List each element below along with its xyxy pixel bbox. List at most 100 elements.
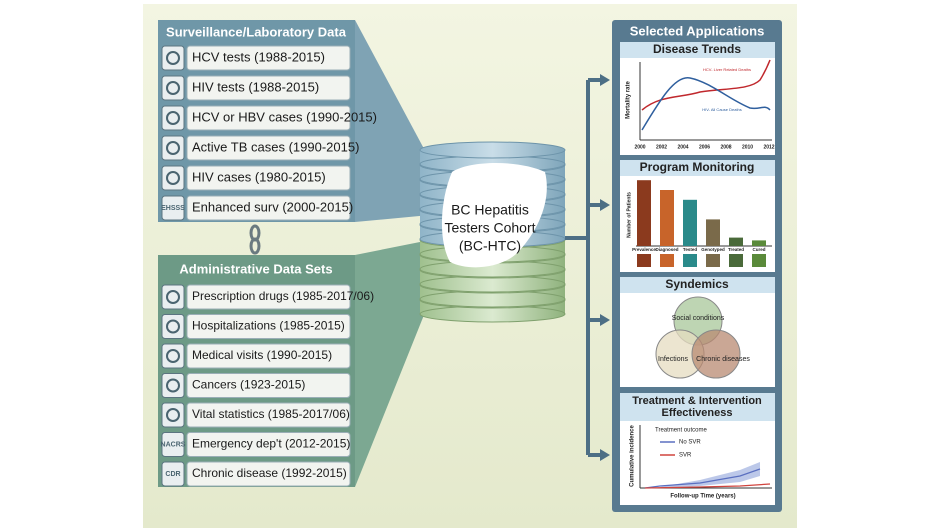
- legend-title: Treatment outcome: [655, 428, 707, 434]
- item-icon: [161, 373, 185, 398]
- liver-shape: [441, 163, 547, 268]
- item-icon: [161, 135, 185, 161]
- icon-glyph: [166, 319, 180, 334]
- panel-title: Effectiveness: [662, 407, 733, 419]
- app-panel: [620, 42, 775, 155]
- icon-glyph: [166, 81, 180, 95]
- year-label: 2008: [720, 144, 731, 150]
- item-text: Emergency dep't (2012-2015): [192, 437, 350, 451]
- item-icon: [161, 165, 185, 191]
- item-icon: [161, 45, 185, 71]
- panel-title: Program Monitoring: [640, 160, 755, 174]
- item-icon: [161, 314, 185, 339]
- category-label: Treated: [728, 247, 744, 252]
- bar: [637, 180, 651, 246]
- category-icon: [637, 254, 651, 267]
- category-icon: [729, 254, 743, 267]
- app-panel-header: [620, 42, 775, 58]
- category-label: Tested: [683, 247, 697, 252]
- axis-label: Cumulative incidence: [630, 424, 636, 486]
- item-icon: [161, 75, 185, 101]
- panel-title: Disease Trends: [653, 42, 741, 56]
- year-label: 2000: [634, 144, 645, 150]
- item-text: HCV or HBV cases (1990-2015): [192, 109, 377, 124]
- bar: [729, 237, 743, 246]
- category-icon: [683, 254, 697, 267]
- icon-label: NACRS: [161, 441, 186, 448]
- disc-top: [419, 141, 566, 159]
- item-box: [186, 135, 351, 161]
- arrowheads: [600, 74, 610, 461]
- item-box: [186, 165, 351, 191]
- bar: [752, 240, 766, 246]
- item-icon: [161, 343, 185, 369]
- cohort-label: (BC-HTC): [459, 238, 521, 254]
- item-text: Cancers (1923-2015): [192, 378, 305, 392]
- icon-glyph: [166, 349, 180, 363]
- outcome-curve: [644, 468, 761, 489]
- item-box: [186, 314, 351, 339]
- trend-curve: [641, 59, 771, 111]
- category-icon: [752, 254, 766, 267]
- legend-label: SVR: [679, 453, 692, 459]
- panel-title: Surveillance/Laboratory Data: [166, 24, 347, 39]
- chain: [249, 224, 261, 255]
- icon-glyph: [166, 51, 180, 65]
- bracket: [565, 78, 602, 457]
- series-label: HIV- All Cause Deaths: [702, 107, 742, 112]
- icon-glyph: [166, 378, 180, 393]
- category-label: Cured: [752, 247, 765, 252]
- item-box: [186, 105, 351, 131]
- category-icon: [660, 254, 674, 267]
- venn-label: Chronic diseases: [696, 356, 750, 363]
- item-icon: [161, 461, 185, 487]
- item-icon: [161, 195, 185, 221]
- applications-title: Selected Applications: [630, 23, 765, 38]
- panel-title: Syndemics: [665, 277, 729, 291]
- item-text: Active TB cases (1990-2015): [192, 139, 359, 154]
- year-label: 2010: [742, 144, 753, 150]
- axis-label: Follow-up Time (years): [670, 494, 735, 500]
- outcome-curve: [644, 483, 771, 489]
- item-icon: [161, 284, 185, 310]
- legend-label: No SVR: [679, 440, 701, 446]
- year-label: 2012: [763, 144, 774, 150]
- item-box: [186, 373, 351, 398]
- venn-circle: [691, 329, 741, 379]
- trend-curve: [641, 77, 771, 131]
- icon-label: CDR: [165, 471, 180, 478]
- series-label: HCV- Liver Related Deaths: [703, 67, 751, 72]
- axis-label: Mortality rate: [626, 81, 632, 119]
- item-text: Chronic disease (1992-2015): [192, 466, 347, 480]
- icon-glyph: [166, 290, 180, 304]
- item-text: Hospitalizations (1985-2015): [192, 319, 345, 333]
- bar: [683, 199, 697, 246]
- item-box: [186, 461, 351, 487]
- item-box: [186, 343, 351, 369]
- year-label: 2006: [699, 144, 710, 150]
- item-text: Medical visits (1990-2015): [192, 348, 332, 362]
- item-icon: [161, 402, 185, 428]
- cohort-label: BC Hepatitis: [451, 202, 529, 218]
- funnel-top: [355, 20, 430, 222]
- app-panel-header: [620, 160, 775, 176]
- category-label: Genotyped: [701, 247, 725, 252]
- app-panel-header: [620, 393, 775, 421]
- item-icon: [161, 105, 185, 131]
- funnel-bottom: [355, 240, 430, 487]
- category-label: Diagnosed: [655, 247, 678, 252]
- axis-label: Number of Patients: [626, 192, 632, 238]
- item-box: [186, 432, 351, 457]
- item-box: [186, 45, 351, 71]
- category-icon: [706, 254, 720, 267]
- panel-title: Treatment & Intervention: [632, 395, 762, 407]
- item-box: [186, 75, 351, 101]
- icon-glyph: [166, 171, 180, 185]
- icon-glyph: [166, 111, 180, 125]
- bar: [706, 219, 720, 246]
- icon-glyph: [166, 408, 180, 422]
- item-icon: [161, 432, 185, 457]
- app-panel-header: [620, 277, 775, 293]
